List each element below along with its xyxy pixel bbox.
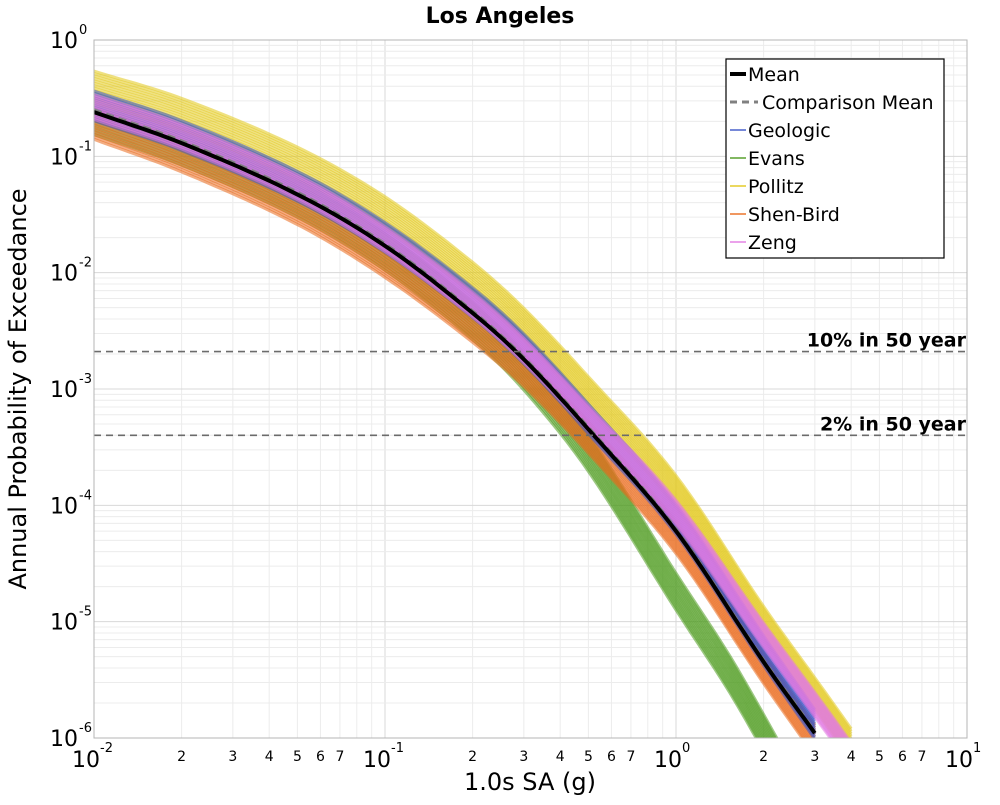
legend-label: Mean	[748, 64, 800, 86]
legend-label: Shen-Bird	[748, 204, 840, 226]
svg-text:10: 10	[50, 378, 78, 403]
svg-text:10: 10	[50, 727, 78, 752]
legend-label: Zeng	[748, 232, 797, 254]
x-minor-tick-label: 7	[626, 749, 635, 765]
legend: Mean Comparison Mean Geologic Evans Pollitz S…	[725, 58, 945, 259]
legend-entry: Zeng	[730, 232, 797, 254]
svg-text:10: 10	[50, 494, 78, 519]
y-tick-label: 10 -6	[50, 721, 92, 752]
x-tick-label: 10 1	[945, 741, 981, 773]
svg-text:1: 1	[973, 741, 981, 756]
x-minor-tick-label: 2	[177, 749, 186, 765]
reference-lines: 10% in 50 year 2% in 50 year	[94, 330, 967, 437]
x-minor-tick-label: 4	[265, 749, 274, 765]
reference-label-2: 2% in 50 year	[820, 413, 967, 435]
x-minor-tick-label: 3	[228, 749, 237, 765]
legend-label: Geologic	[748, 120, 831, 142]
x-tick-label: 10 -1	[363, 741, 404, 773]
y-tick-label: 10 -3	[50, 372, 92, 403]
x-minor-tick-label: 3	[519, 749, 528, 765]
x-minor-tick-label: 4	[556, 749, 565, 765]
x-tick-label: 10 -2	[72, 741, 113, 773]
series-lines	[94, 108, 817, 735]
y-axis-label: Annual Probability of Exceedance	[4, 188, 32, 589]
svg-text:-2: -2	[100, 741, 113, 756]
svg-text:-5: -5	[79, 605, 92, 620]
x-axis-label: 1.0s SA (g)	[464, 768, 596, 796]
x-minor-tick-label: 7	[917, 749, 926, 765]
svg-text:-1: -1	[391, 741, 404, 756]
x-minor-tick-label: 5	[293, 749, 302, 765]
legend-entry: Shen-Bird	[730, 204, 840, 226]
series-strand-zeng	[94, 93, 850, 738]
svg-text:10: 10	[945, 748, 973, 773]
legend-entry: Pollitz	[730, 176, 804, 198]
series-strand-pollitz	[94, 69, 853, 730]
x-minor-tick-label: 5	[584, 749, 593, 765]
series-line-mean	[94, 110, 817, 735]
svg-text:10: 10	[50, 262, 78, 287]
svg-text:10: 10	[50, 145, 78, 170]
legend-entry: Mean	[730, 64, 800, 86]
legend-box	[725, 58, 945, 259]
y-tick-label: 10 -1	[50, 139, 92, 170]
legend-entry: Evans	[730, 148, 805, 170]
x-tick-label: 10 0	[654, 741, 690, 773]
legend-label: Pollitz	[748, 176, 804, 198]
reference-label-1: 10% in 50 year	[807, 330, 967, 352]
legend-label: Comparison Mean	[762, 92, 934, 114]
x-minor-tick-label: 5	[875, 749, 884, 765]
x-minor-tick-label: 4	[847, 749, 856, 765]
legend-entry: Comparison Mean	[730, 92, 934, 114]
svg-text:10: 10	[72, 748, 100, 773]
grid	[94, 40, 967, 738]
svg-text:0: 0	[682, 741, 690, 756]
svg-text:10: 10	[50, 29, 78, 54]
plot-frame	[93, 39, 968, 739]
svg-text:10: 10	[363, 748, 391, 773]
y-tick-label: 10 0	[50, 23, 87, 54]
x-minor-tick-label: 6	[316, 749, 325, 765]
chart-title: Los Angeles	[426, 4, 575, 29]
x-minor-tick-label: 7	[335, 749, 344, 765]
y-tick-label: 10 -5	[50, 605, 92, 636]
svg-text:10: 10	[654, 748, 682, 773]
svg-text:-4: -4	[79, 488, 92, 503]
svg-text:-3: -3	[79, 372, 92, 387]
tick-labels: 10 -2 10 -1 10 0 10 12 3 4 5 6 7 2 3 4 5 6 7 2 3 4 5 6 710 010 -11…	[50, 23, 981, 773]
x-minor-tick-label: 3	[810, 749, 819, 765]
y-tick-label: 10 -2	[50, 256, 92, 287]
svg-text:10: 10	[50, 611, 78, 636]
x-minor-tick-label: 2	[759, 749, 768, 765]
x-minor-tick-label: 6	[607, 749, 616, 765]
svg-text:-1: -1	[79, 139, 92, 154]
legend-entry: Geologic	[730, 120, 831, 142]
x-minor-tick-label: 2	[468, 749, 477, 765]
svg-text:-6: -6	[79, 721, 92, 736]
x-minor-tick-label: 6	[898, 749, 907, 765]
svg-text:0: 0	[79, 23, 87, 38]
y-tick-label: 10 -4	[50, 488, 92, 519]
legend-label: Evans	[748, 148, 805, 170]
svg-text:-2: -2	[79, 256, 92, 271]
